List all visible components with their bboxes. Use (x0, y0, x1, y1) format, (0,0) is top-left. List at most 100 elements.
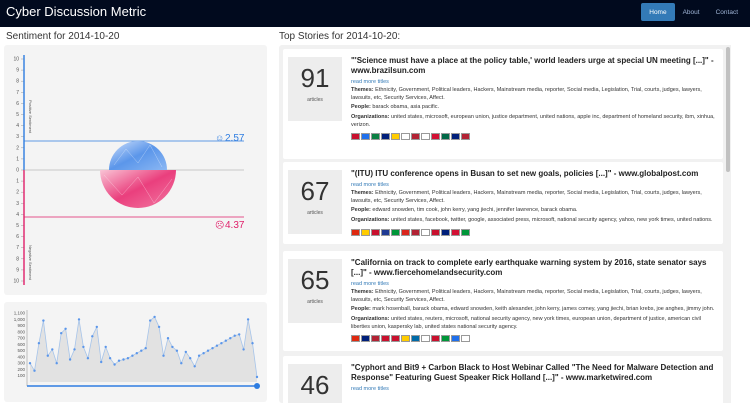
timeline-point[interactable] (73, 348, 76, 351)
timeline-point[interactable] (91, 335, 94, 338)
timeline-point[interactable] (153, 315, 156, 319)
country-flag-icon[interactable] (391, 133, 400, 141)
country-flag-icon[interactable] (441, 228, 450, 236)
timeline-point[interactable] (100, 360, 103, 364)
timeline-point[interactable] (242, 348, 245, 351)
nav-contact[interactable]: Contact (715, 9, 738, 16)
timeline-point[interactable] (55, 362, 58, 365)
country-flag-icon[interactable] (461, 228, 470, 236)
timeline-brush-handle[interactable] (254, 383, 260, 389)
story-headline[interactable]: "(ITU) ITU conference opens in Busan to … (351, 169, 699, 178)
country-flag-icon[interactable] (431, 228, 440, 236)
country-flag-icon[interactable] (361, 133, 370, 141)
timeline-point[interactable] (77, 318, 81, 321)
country-flag-icon[interactable] (451, 228, 460, 236)
nav-home[interactable]: Home (641, 3, 675, 21)
country-flag-icon[interactable] (361, 335, 370, 343)
timeline-point[interactable] (202, 352, 205, 355)
country-flag-icon[interactable] (391, 228, 400, 236)
country-flag-icon[interactable] (401, 133, 410, 141)
timeline-point[interactable] (157, 325, 161, 329)
country-flag-icon[interactable] (351, 335, 360, 343)
story-headline[interactable]: "Cyphort and Bit9 + Carbon Black to Host… (351, 363, 714, 382)
timeline-point[interactable] (224, 339, 227, 342)
read-more-link[interactable]: read more titles (351, 79, 389, 85)
country-flag-icon[interactable] (371, 133, 380, 141)
brand-title[interactable]: Cyber Discussion Metric (6, 4, 147, 19)
timeline-point[interactable] (166, 337, 170, 340)
timeline-point[interactable] (117, 359, 121, 362)
timeline-point[interactable] (140, 349, 143, 352)
country-flag-icon[interactable] (441, 335, 450, 343)
timeline-point[interactable] (246, 318, 250, 321)
timeline-point[interactable] (131, 354, 134, 357)
country-flag-icon[interactable] (411, 228, 420, 236)
timeline-point[interactable] (82, 345, 85, 349)
timeline-point[interactable] (108, 357, 112, 360)
timeline-point[interactable] (126, 357, 130, 360)
timeline-point[interactable] (144, 347, 147, 350)
country-flag-icon[interactable] (351, 228, 360, 236)
country-flag-icon[interactable] (361, 228, 370, 236)
country-flag-icon[interactable] (401, 335, 410, 343)
country-flag-icon[interactable] (441, 133, 450, 141)
read-more-link[interactable]: read more titles (351, 386, 389, 392)
timeline-point[interactable] (37, 342, 41, 345)
timeline-point[interactable] (220, 342, 223, 345)
timeline-point[interactable] (193, 365, 196, 368)
country-flag-icon[interactable] (431, 335, 440, 343)
timeline-point[interactable] (135, 352, 138, 355)
timeline-point[interactable] (122, 358, 125, 361)
timeline-point[interactable] (189, 357, 192, 360)
timeline-point[interactable] (60, 332, 63, 335)
country-flag-icon[interactable] (461, 335, 470, 343)
timeline-point[interactable] (162, 354, 165, 357)
timeline-point[interactable] (251, 342, 254, 345)
timeline-point[interactable] (95, 325, 99, 329)
country-flag-icon[interactable] (391, 335, 400, 343)
country-flag-icon[interactable] (381, 228, 390, 236)
country-flag-icon[interactable] (371, 335, 380, 343)
nav-about[interactable]: About (682, 9, 700, 16)
story-headline[interactable]: "'Science must have a place at the polic… (351, 56, 714, 75)
country-flag-icon[interactable] (461, 133, 470, 141)
scrollbar-thumb[interactable] (726, 47, 730, 172)
timeline-point[interactable] (255, 375, 259, 379)
story-headline[interactable]: "California on track to complete early e… (351, 258, 707, 277)
timeline-point[interactable] (68, 358, 72, 361)
country-flag-icon[interactable] (421, 335, 430, 343)
country-flag-icon[interactable] (411, 133, 420, 141)
timeline-point[interactable] (211, 347, 214, 350)
timeline-point[interactable] (180, 362, 183, 365)
country-flag-icon[interactable] (421, 228, 430, 236)
timeline-point[interactable] (233, 334, 236, 337)
country-flag-icon[interactable] (421, 133, 430, 141)
timeline-point[interactable] (238, 333, 241, 336)
timeline-point[interactable] (64, 327, 67, 330)
timeline-point[interactable] (42, 319, 45, 322)
timeline-point[interactable] (86, 357, 90, 360)
country-flag-icon[interactable] (451, 133, 460, 141)
country-flag-icon[interactable] (371, 228, 380, 236)
timeline-point[interactable] (215, 344, 219, 347)
timeline-point[interactable] (113, 363, 116, 366)
timeline-point[interactable] (229, 337, 232, 340)
read-more-link[interactable]: read more titles (351, 182, 389, 188)
timeline-point[interactable] (28, 362, 32, 365)
timeline-point[interactable] (184, 350, 187, 354)
timeline-point[interactable] (46, 354, 49, 357)
country-flag-icon[interactable] (431, 133, 440, 141)
timeline-point[interactable] (206, 349, 210, 352)
stories-list[interactable]: 91 articles "'Science must have a place … (279, 45, 731, 403)
country-flag-icon[interactable] (411, 335, 420, 343)
timeline-point[interactable] (104, 345, 107, 349)
country-flag-icon[interactable] (351, 133, 360, 141)
timeline-point[interactable] (33, 369, 36, 372)
timeline-point[interactable] (149, 319, 152, 322)
timeline-point[interactable] (175, 349, 179, 352)
country-flag-icon[interactable] (381, 133, 390, 141)
read-more-link[interactable]: read more titles (351, 281, 389, 287)
stories-scrollbar[interactable] (725, 45, 731, 403)
country-flag-icon[interactable] (381, 335, 390, 343)
timeline-point[interactable] (51, 348, 54, 351)
